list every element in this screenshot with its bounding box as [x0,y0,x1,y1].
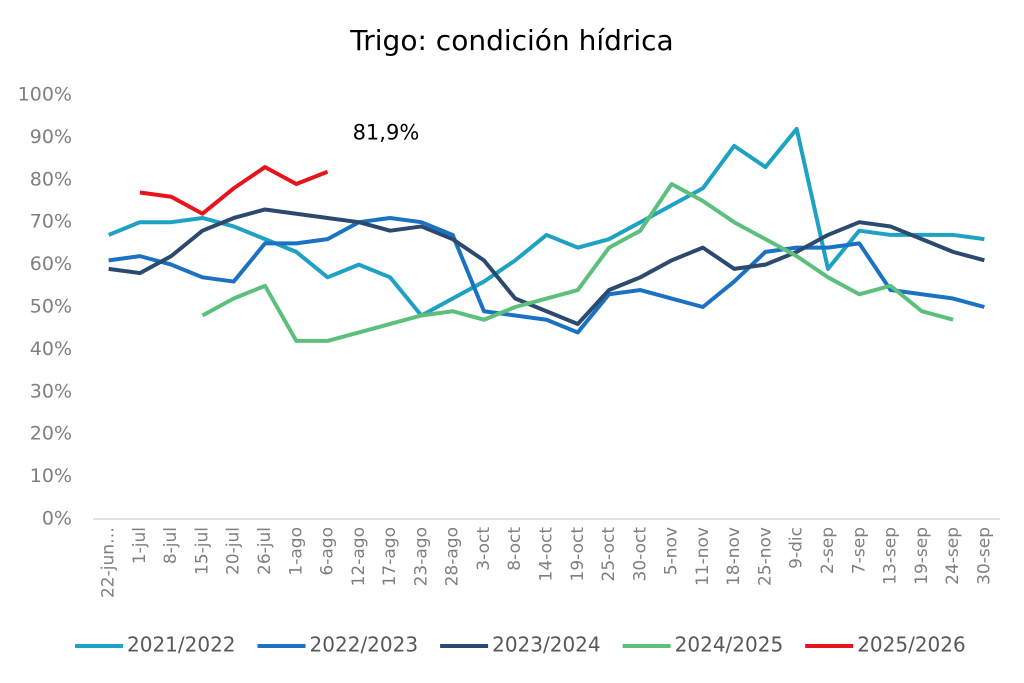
x-tick-label: 8-jul [161,527,181,564]
x-tick-label: 23-ago [411,527,431,586]
x-tick-label: 25-nov [755,527,775,586]
x-tick-label: 30-sep [974,527,994,585]
x-tick-label: 26-jul [255,527,275,575]
y-tick-label: 80% [30,168,72,190]
x-tick-label: 3-oct [474,527,494,571]
series-line [107,126,985,318]
x-tick-label: 24-sep [943,527,963,585]
y-tick-label: 20% [30,423,72,445]
legend-label: 2021/2022 [127,633,236,657]
y-tick-label: 50% [30,296,72,318]
x-tick-label: 13-sep [881,527,901,585]
x-tick-label: 15-jul [192,527,212,575]
x-tick-label: 17-ago [380,527,400,586]
legend-label: 2022/2023 [310,633,419,657]
y-tick-label: 100% [18,84,72,106]
x-tick-label: 14-oct [537,527,557,582]
x-tick-label: 2-sep [818,527,838,574]
y-tick-label: 40% [30,338,72,360]
y-tick-label: 0% [42,508,72,530]
x-tick-label: 28-ago [443,527,463,586]
x-tick-label: 1-ago [286,527,306,576]
y-tick-label: 70% [30,211,72,233]
x-tick-label: 30-oct [630,527,650,582]
x-tick-label: 8-oct [505,527,525,571]
y-tick-label: 10% [30,465,72,487]
x-tick-label: 19-sep [912,527,932,585]
x-tick-label: 7-sep [849,527,869,574]
x-tick-label: 20-jul [224,527,244,575]
x-tick-label: 11-nov [693,527,713,586]
y-tick-label: 60% [30,253,72,275]
x-tick-label: 12-ago [349,527,369,586]
legend-label: 2025/2026 [857,633,966,657]
series-line [139,165,329,216]
x-tick-label: 1-jul [130,527,150,564]
x-tick-label: 25-oct [599,527,619,582]
series-line [108,215,985,335]
y-tick-label: 90% [30,126,72,148]
x-tick-label: 5-nov [662,527,682,575]
x-tick-label: 6-ago [318,527,338,576]
series-line [108,207,985,326]
y-tick-label: 30% [30,380,72,402]
series-line [201,182,954,343]
legend-label: 2023/2024 [492,633,601,657]
x-tick-label: 9-dic [787,527,807,569]
x-tick-label: 18-nov [724,527,744,586]
data-label: 81,9% [353,121,420,145]
x-tick-label: 19-oct [568,527,588,582]
x-tick-label: 22-jun… [99,527,119,598]
legend-label: 2024/2025 [675,633,784,657]
chart-title: Trigo: condición hídrica [349,24,673,57]
